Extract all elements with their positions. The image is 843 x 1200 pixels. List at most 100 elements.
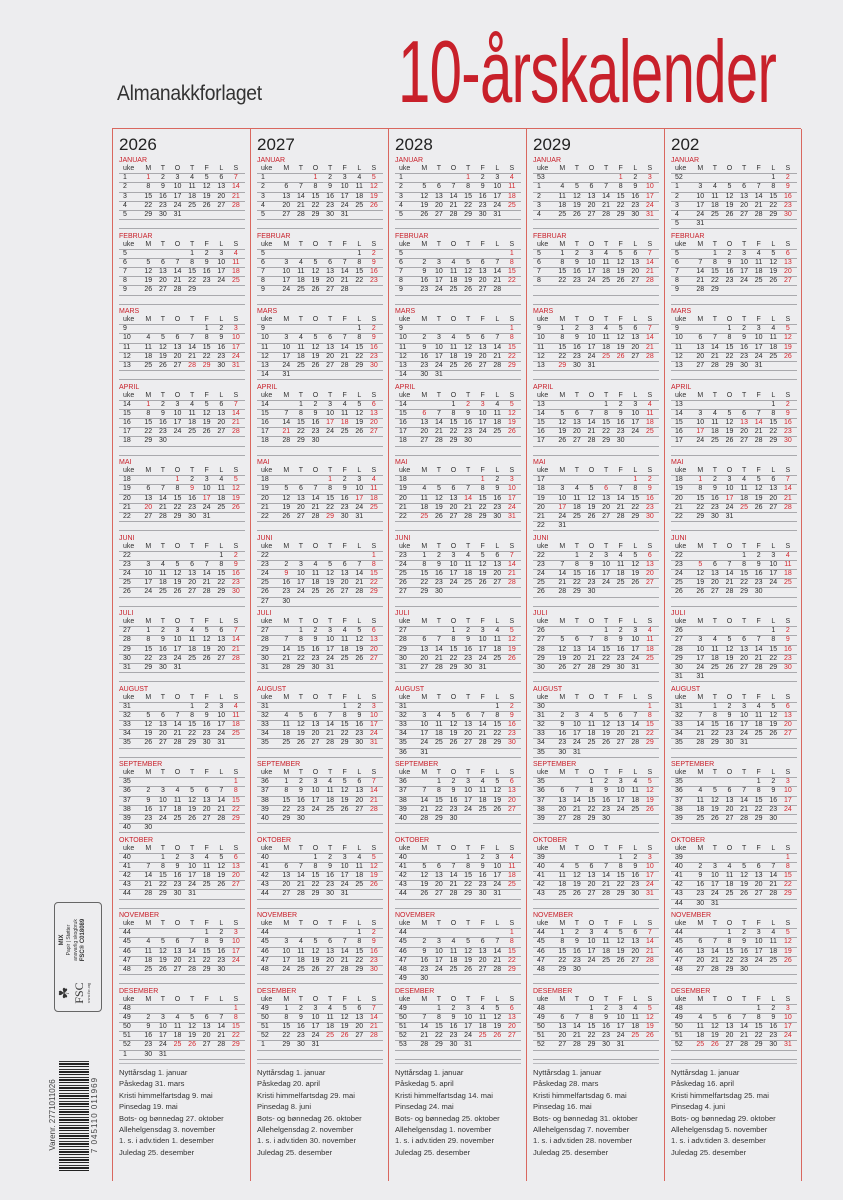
day-cell: 29 xyxy=(769,437,778,445)
day-cell: 23 xyxy=(769,1032,778,1040)
day-cell: 5 xyxy=(146,258,151,266)
week-header: uke xyxy=(537,467,549,474)
weekday-header: uke M T O T F L S xyxy=(533,543,659,552)
week-number: 39 xyxy=(123,814,131,822)
day-cell: 21 xyxy=(478,730,487,738)
day-cell: 8 xyxy=(146,636,151,644)
day-cell: 30 xyxy=(217,965,226,973)
day-cell xyxy=(417,522,432,530)
week-number: 2 xyxy=(537,192,541,200)
day-cell xyxy=(446,522,461,530)
day-cell: 19 xyxy=(173,579,182,587)
day-cell: 13 xyxy=(631,938,640,946)
day-cell: 20 xyxy=(217,645,226,653)
day-cell: 13 xyxy=(558,796,567,804)
day-cell xyxy=(141,778,156,786)
week-number: 48 xyxy=(399,965,407,973)
week-row: 16 17 18 19 20 21 22 23 xyxy=(671,428,797,438)
day-cell: 25 xyxy=(449,965,458,973)
week-header: uke xyxy=(261,165,273,172)
week-number: 20 xyxy=(261,494,269,502)
day-cell: 12 xyxy=(710,1023,719,1031)
day-cell: 24 xyxy=(158,814,167,822)
day-cell: 25 xyxy=(710,437,719,445)
week-row: 11 9 10 11 12 13 14 15 xyxy=(395,344,521,353)
day-cell xyxy=(613,815,628,823)
day-cell xyxy=(693,778,708,786)
day-cell: 21 xyxy=(645,947,654,955)
week-header: uke xyxy=(537,693,549,701)
weekday-label: S xyxy=(785,316,791,323)
weekday-label: T xyxy=(741,844,747,852)
weekday-label: M xyxy=(145,995,152,1003)
day-cell: 13 xyxy=(369,636,378,644)
day-cell: 1 xyxy=(480,476,485,484)
weekday-label: O xyxy=(450,995,457,1003)
day-cell: 1 xyxy=(509,249,514,257)
day-cell xyxy=(156,250,171,258)
day-cell: 14 xyxy=(355,570,364,578)
day-cell: 8 xyxy=(190,258,195,266)
day-cell: 3 xyxy=(160,787,165,795)
day-cell: 29 xyxy=(369,588,378,596)
day-cell xyxy=(417,1051,432,1059)
day-cell xyxy=(599,1051,614,1059)
week-number: 12 xyxy=(123,352,131,360)
weekday-label: L xyxy=(219,391,224,399)
day-cell: 4 xyxy=(495,627,500,635)
day-cell xyxy=(766,673,781,681)
week-row: 50 13 14 15 16 17 18 19 xyxy=(533,1023,659,1033)
week-row: 39 23 24 25 26 27 28 29 xyxy=(119,814,245,825)
day-cell xyxy=(781,815,796,823)
day-cell xyxy=(613,588,628,596)
day-cell: 23 xyxy=(217,956,226,964)
day-cell xyxy=(156,824,171,832)
day-cell: 20 xyxy=(696,956,705,964)
week-row: 41 5 6 7 8 9 10 11 xyxy=(395,863,521,873)
day-cell: 9 xyxy=(146,1023,151,1031)
day-cell xyxy=(643,598,658,606)
day-cell: 30 xyxy=(616,663,625,671)
week-header: uke xyxy=(537,769,549,776)
day-cell xyxy=(708,749,723,757)
day-cell: 26 xyxy=(464,286,472,294)
day-cell: 16 xyxy=(602,1023,610,1031)
day-cell: 1 xyxy=(146,174,151,182)
week-number xyxy=(671,296,693,304)
holiday-item: Juledag 25. desember xyxy=(257,1147,333,1157)
day-cell: 22 xyxy=(188,277,196,285)
day-cell xyxy=(722,371,737,379)
week-row: 37 9 10 11 12 13 14 15 xyxy=(119,797,245,806)
day-cell: 8 xyxy=(204,334,209,342)
day-cell: 14 xyxy=(188,343,196,351)
day-cell: 9 xyxy=(633,862,638,870)
week-row: 25 19 20 21 22 23 24 25 xyxy=(671,579,797,589)
day-cell xyxy=(417,1005,432,1013)
week-row xyxy=(257,447,383,456)
day-cell: 9 xyxy=(480,183,485,191)
day-cell xyxy=(323,220,338,228)
week-number: 35 xyxy=(261,739,269,747)
weekday-label: T xyxy=(465,618,471,625)
day-cell xyxy=(185,371,200,379)
week-number: 41 xyxy=(537,872,545,880)
fsc-code: FSC® C018089 xyxy=(80,918,86,962)
weekday-label: F xyxy=(480,995,485,1003)
week-number: 40 xyxy=(261,814,269,822)
day-cell: 22 xyxy=(282,805,291,813)
day-cell: 29 xyxy=(507,965,516,973)
day-cell: 4 xyxy=(712,409,717,417)
week-number: 37 xyxy=(261,787,269,795)
week-number: 48 xyxy=(537,1004,545,1012)
week-row: 22 31 xyxy=(533,522,659,532)
holiday-item: Allehelgensdag 3. november xyxy=(119,1125,216,1135)
day-cell: 29 xyxy=(296,663,305,671)
week-row: 26 1 2 3 4 xyxy=(533,627,659,637)
weekday-label: S xyxy=(509,467,515,474)
day-cell: 21 xyxy=(754,428,763,436)
weekday-label: S xyxy=(233,844,239,852)
day-cell: 19 xyxy=(296,730,305,738)
day-cell xyxy=(628,447,643,455)
week-row: 5 27 28 29 30 31 xyxy=(257,211,383,221)
